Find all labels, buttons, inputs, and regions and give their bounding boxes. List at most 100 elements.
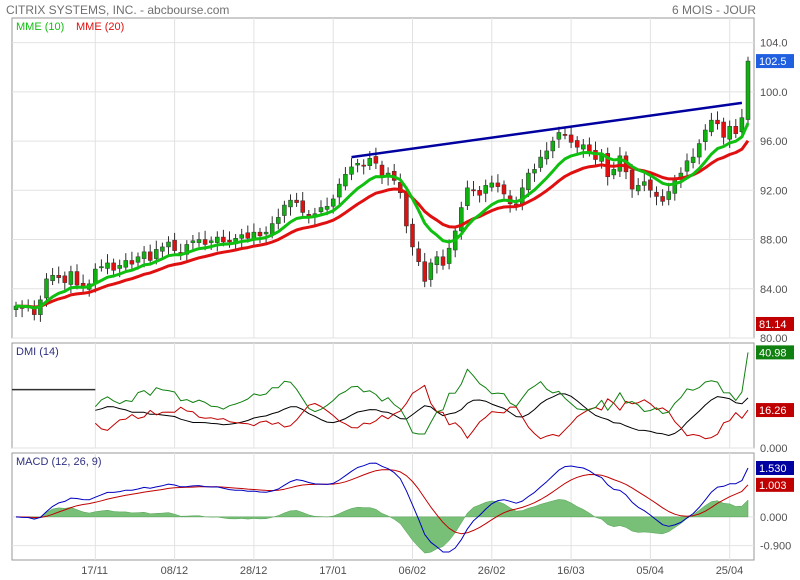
candle-body: [74, 271, 80, 286]
candle-body: [269, 223, 275, 235]
candle-body: [459, 207, 464, 232]
candle-body: [337, 183, 342, 198]
macd-badge-bg: [756, 477, 794, 492]
candle-body: [696, 143, 702, 158]
candle-body: [99, 266, 104, 269]
xtick-label: 05/04: [636, 565, 664, 577]
candle-body: [154, 249, 159, 259]
candle-body: [703, 129, 708, 142]
candle-body: [739, 117, 745, 133]
dmi-badge: 40.98: [759, 347, 787, 359]
macd-badge-bg: [756, 461, 794, 476]
candle-body: [434, 256, 440, 266]
candle-body: [239, 234, 244, 239]
candle-body: [532, 169, 537, 174]
candle-body: [300, 200, 305, 213]
candle-body: [556, 132, 562, 140]
candle-body: [68, 271, 74, 285]
candle-body: [318, 207, 324, 213]
candle-body: [501, 184, 507, 195]
candle-body: [550, 140, 556, 152]
candle-body: [166, 241, 171, 248]
xtick-label: 06/02: [399, 565, 427, 577]
candle-body: [367, 158, 373, 166]
legend-mme20: MME (20): [76, 21, 124, 33]
candle-body: [263, 231, 269, 235]
dmi-minus-line: [94, 384, 749, 440]
low-price-badge: 81.14: [759, 319, 787, 331]
candle-body: [221, 236, 226, 243]
candle-body: [672, 178, 678, 194]
macd-signal-line: [15, 469, 749, 535]
candle-body: [733, 126, 739, 134]
candle-body: [562, 134, 568, 136]
candle-body: [544, 150, 549, 160]
candle-body: [465, 187, 470, 206]
chart-source-title: CITRIX SYSTEMS, INC. - abcbourse.com: [6, 3, 230, 17]
candle-body: [721, 121, 726, 138]
candle-body: [160, 246, 165, 252]
candle-body: [111, 262, 116, 271]
candle-body: [373, 156, 379, 164]
candle-body: [135, 256, 141, 263]
candle-body: [343, 174, 348, 187]
candle-body: [355, 162, 360, 166]
dmi-badge-bg: [756, 345, 794, 360]
candle-body: [477, 190, 482, 196]
candle-body: [276, 217, 281, 224]
candle-body: [330, 198, 336, 207]
candle-body: [141, 251, 147, 259]
candle-body: [410, 223, 415, 248]
dmi-panel-frame: [11, 342, 755, 449]
candle-body: [666, 191, 671, 200]
candle-body: [617, 155, 623, 172]
xtick-label: 17/01: [319, 565, 347, 577]
candle-body: [611, 169, 617, 176]
candle-body: [629, 169, 635, 190]
candle-body: [538, 156, 543, 168]
candle-body: [294, 199, 299, 203]
candle-body: [635, 185, 641, 192]
candle-body: [715, 119, 720, 125]
low-price-badge-bg: [756, 316, 794, 331]
candle-body: [105, 262, 110, 269]
candle-body: [581, 144, 586, 150]
candle-body: [324, 206, 330, 210]
candle-body: [568, 134, 574, 143]
candle-body: [526, 172, 531, 190]
candle-body: [727, 126, 732, 140]
candle-body: [202, 239, 208, 245]
adx-line: [95, 393, 749, 436]
chart-period-label: 6 MOIS - JOUR: [671, 3, 756, 17]
candle-body: [44, 278, 49, 299]
candle-body: [520, 187, 525, 205]
candle-body: [349, 166, 354, 175]
candle-body: [282, 204, 287, 216]
macd-badge: 1.003: [759, 480, 787, 492]
price-ytick-label: 84.00: [760, 284, 788, 296]
candle-body: [123, 260, 129, 268]
candle-body: [648, 179, 653, 191]
candle-body: [245, 232, 251, 239]
candle-body: [147, 251, 153, 261]
last-price-badge: 102.5: [759, 56, 787, 68]
candle-body: [495, 182, 501, 187]
price-ytick-label: 80.00: [760, 333, 788, 345]
candle-body: [398, 182, 403, 194]
macd-badge: 1.530: [759, 463, 787, 475]
candle-body: [690, 156, 696, 163]
dmi-badge: 16.26: [759, 405, 787, 417]
candle-body: [190, 240, 196, 243]
xtick-label: 08/12: [161, 565, 189, 577]
candle-body: [379, 164, 385, 178]
candle-body: [642, 181, 647, 186]
candle-body: [404, 192, 409, 227]
dmi-ytick-label: 0.000: [760, 443, 788, 455]
candle-body: [257, 231, 263, 237]
candle-body: [483, 185, 488, 194]
price-ytick-label: 96.00: [760, 136, 788, 148]
candle-body: [32, 308, 37, 315]
price-ytick-label: 88.00: [760, 235, 788, 247]
xtick-label: 28/12: [240, 565, 268, 577]
